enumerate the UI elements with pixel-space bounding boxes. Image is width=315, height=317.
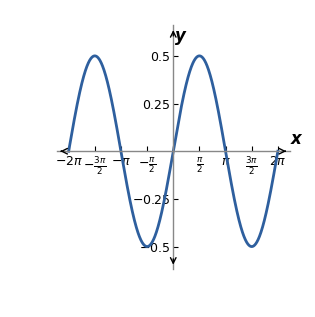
Text: y: y — [175, 27, 186, 45]
Text: x: x — [291, 130, 301, 148]
